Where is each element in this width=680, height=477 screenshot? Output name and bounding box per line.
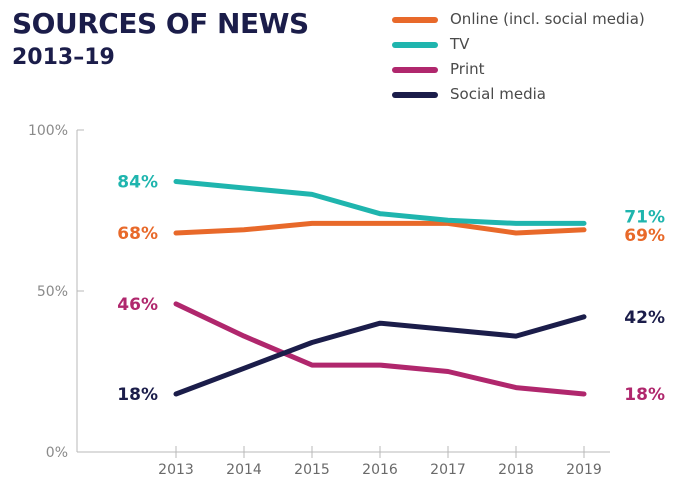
end-label-social-media: 42% bbox=[624, 308, 665, 328]
series-lines bbox=[173, 179, 587, 397]
y-tick-label: 100% bbox=[28, 123, 68, 139]
legend-swatch-online bbox=[392, 17, 438, 23]
x-tick-label: 2016 bbox=[362, 462, 398, 477]
chart-subtitle: 2013–19 bbox=[12, 45, 115, 70]
legend-swatch-print bbox=[392, 67, 438, 73]
legend-label-online: Online (incl. social media) bbox=[450, 10, 645, 28]
legend-label-social-media: Social media bbox=[450, 85, 546, 103]
start-label-online: 68% bbox=[117, 224, 158, 244]
y-tick-label: 0% bbox=[46, 445, 68, 461]
series-line-tv bbox=[173, 179, 587, 226]
end-label-tv: 71% bbox=[624, 207, 665, 227]
axis-ticks: 0% 50% 100% 2013 2014 2015 2016 2017 2018 2019 bbox=[28, 123, 602, 477]
start-label-tv: 84% bbox=[117, 173, 158, 193]
start-label-print: 46% bbox=[117, 295, 158, 315]
y-tick-label: 50% bbox=[37, 284, 68, 300]
legend-label-tv: TV bbox=[450, 35, 470, 53]
legend-swatch-tv bbox=[392, 42, 438, 48]
end-label-print: 18% bbox=[624, 385, 665, 405]
data-labels: 68% 69% 84% 71% 46% 18% 18% 42% bbox=[117, 173, 665, 406]
series-line-print bbox=[173, 301, 587, 397]
chart-title-block: SOURCES OF NEWS 2013–19 bbox=[12, 10, 309, 69]
series-line-online bbox=[173, 220, 587, 236]
x-tick-label: 2013 bbox=[158, 462, 194, 477]
series-line-social-media bbox=[173, 314, 587, 397]
x-tick-label: 2018 bbox=[498, 462, 534, 477]
chart-title: SOURCES OF NEWS bbox=[12, 7, 309, 40]
x-tick-label: 2019 bbox=[566, 462, 602, 477]
x-tick-label: 2014 bbox=[226, 462, 262, 477]
start-label-social-media: 18% bbox=[117, 385, 158, 405]
legend-label-print: Print bbox=[450, 60, 485, 78]
x-tick-label: 2015 bbox=[294, 462, 330, 477]
end-label-online: 69% bbox=[624, 226, 665, 246]
legend-swatch-social-media bbox=[392, 92, 438, 98]
x-tick-label: 2017 bbox=[430, 462, 466, 477]
